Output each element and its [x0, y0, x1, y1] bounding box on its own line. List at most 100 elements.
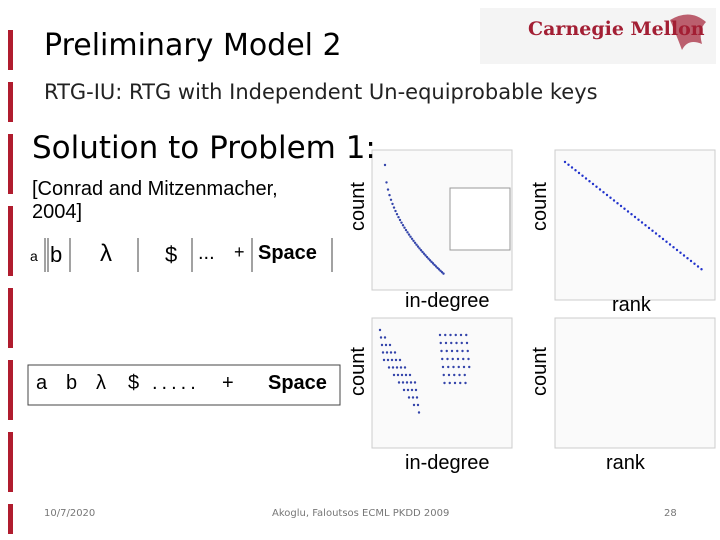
plot-dot — [455, 341, 458, 345]
plot-dot — [661, 237, 665, 241]
plot-dot — [451, 357, 454, 361]
plot-dot — [464, 381, 467, 385]
plot-dot — [381, 351, 385, 354]
plot-dot — [598, 188, 602, 191]
plot-dot — [393, 351, 397, 354]
key: ..... — [152, 372, 200, 394]
plot-dot — [462, 357, 465, 361]
plot-dot — [467, 357, 470, 361]
plot-dot — [417, 411, 421, 414]
plot-dot — [675, 248, 679, 252]
plot-dot — [394, 358, 398, 362]
key: a — [36, 372, 48, 394]
plot-dot — [412, 403, 416, 407]
plot-dot — [449, 333, 452, 337]
plot-dot — [400, 373, 404, 377]
plot-dot — [409, 235, 412, 238]
key: $ — [165, 242, 178, 267]
plot-dot — [416, 403, 420, 407]
plot-dot — [388, 193, 391, 197]
plot-dot — [444, 333, 447, 337]
plot-dot — [404, 228, 408, 232]
plot-dot — [402, 388, 406, 392]
plot-dot — [398, 358, 402, 362]
logo-dragon — [670, 14, 706, 50]
plot-dot — [397, 215, 400, 219]
plot-dot — [389, 351, 393, 354]
plot-dot — [416, 245, 420, 248]
key: + — [234, 242, 245, 262]
plot-dot — [672, 246, 675, 249]
heading: Solution to Problem 1: — [32, 130, 376, 166]
plot-dot — [591, 182, 595, 186]
plot-dot — [405, 381, 409, 384]
key: + — [222, 372, 234, 394]
plot-dot — [384, 343, 388, 347]
plot-dot — [407, 233, 411, 236]
plot-dot — [386, 358, 390, 362]
plot-dot — [395, 212, 399, 216]
plot-dot — [394, 209, 397, 213]
plot-dot — [644, 224, 647, 227]
plot-dot — [392, 206, 396, 209]
plot-dot — [383, 163, 387, 167]
x-label: in-degree — [405, 452, 490, 474]
plot-dot — [563, 160, 567, 164]
plot-dot — [460, 341, 463, 345]
side-bar — [8, 30, 13, 534]
key: Space — [268, 372, 327, 394]
plot-dot — [383, 336, 387, 339]
plot-dot — [447, 365, 450, 369]
plot-dot — [403, 226, 406, 229]
plot-dot — [430, 260, 433, 264]
plot-dot — [422, 252, 426, 255]
key: Space — [258, 242, 317, 264]
plot-images — [371, 149, 716, 449]
plot-dot — [428, 259, 432, 262]
plot-dot — [401, 224, 405, 227]
plot-dot — [408, 373, 412, 377]
plot-dot — [391, 202, 394, 206]
plot-dot — [654, 232, 658, 235]
plot-dot — [386, 188, 390, 191]
x-label: rank — [606, 452, 645, 474]
plot-dot — [431, 262, 435, 265]
plot-dot — [633, 215, 637, 219]
plot-dot — [419, 249, 423, 252]
key: a — [30, 248, 38, 264]
plot-dot — [436, 266, 439, 270]
key: b — [50, 242, 63, 267]
subtitle: RTG-IU: RTG with Independent Un-equiprob… — [44, 80, 598, 104]
key: b — [66, 372, 78, 394]
plot-dot — [387, 366, 391, 369]
plot-dot — [413, 241, 417, 244]
plot-dot — [452, 365, 455, 369]
plot-dot — [465, 333, 468, 337]
plot-dot — [442, 373, 445, 377]
plot-dot — [463, 373, 466, 377]
footer-page: 28 — [664, 508, 677, 519]
plot-dot — [441, 357, 444, 361]
plot-dot — [411, 396, 415, 399]
plot-dot — [454, 333, 457, 337]
plot-dot — [584, 177, 588, 180]
plot-dot — [693, 262, 696, 265]
plot-dot — [668, 243, 672, 246]
plot-dot — [391, 366, 395, 369]
plot-dot — [623, 207, 626, 210]
plot-dot — [450, 341, 453, 345]
plot-dot — [574, 169, 577, 172]
plot-dot — [448, 381, 451, 385]
plot-dot — [414, 388, 418, 392]
plot-dot — [609, 196, 612, 199]
plot-dot — [658, 235, 661, 238]
plot-dot — [453, 381, 457, 385]
plot-dot — [459, 333, 463, 337]
plot-dot — [686, 257, 689, 260]
plot-dot — [567, 163, 570, 166]
plot-dot — [424, 254, 427, 257]
plot-dot — [413, 381, 417, 384]
plot-dot — [440, 349, 443, 353]
